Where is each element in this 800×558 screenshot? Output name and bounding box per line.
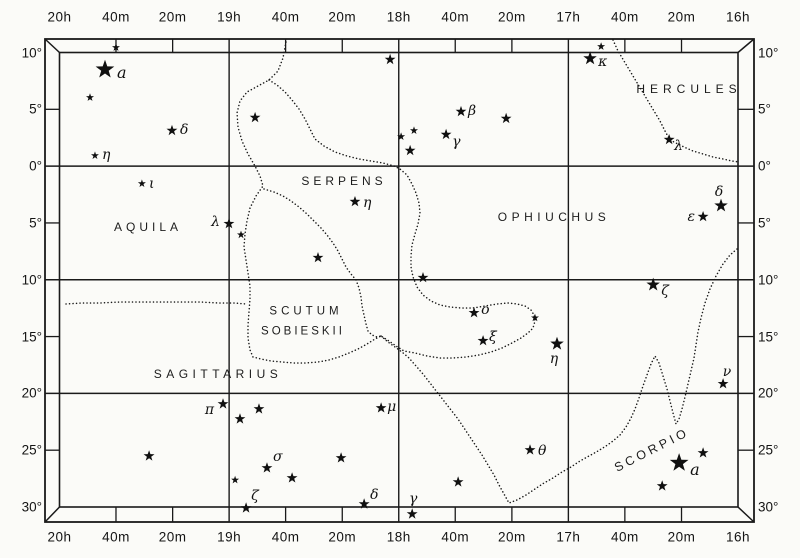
star-glyph [663,134,675,145]
map-frame-miter [737,506,755,523]
map-frame-outer [44,38,755,523]
map-frame-inner [58,51,739,508]
star-glyph [583,51,597,65]
constellation-boundary-ophiuchus-sagittarius-scorpio [380,248,738,504]
star-glyph [240,502,252,513]
star-glyph [384,53,396,65]
star-glyph [249,111,261,123]
star-glyph [531,313,539,322]
map-frame-miter [44,506,61,523]
constellation-boundary-serpens-east-loop [268,79,536,359]
star-glyph [312,252,324,263]
star-glyph [234,413,246,424]
star-glyph [697,447,709,458]
star-glyph [349,196,361,207]
star-glyph [500,112,512,124]
star-glyph [86,93,94,101]
star-glyph [237,230,245,239]
star-glyph [455,105,467,117]
map-frame-miter [737,38,755,54]
star-glyph [261,462,273,473]
star-glyph [477,335,489,346]
star-glyph [440,128,452,140]
star-glyph [717,378,729,389]
star-glyph [697,211,709,222]
star-glyph [95,59,115,78]
star-glyph [452,476,464,487]
star-glyph [231,475,240,484]
star-glyph [166,124,178,136]
star-glyph [335,452,347,463]
star-glyph [646,277,660,291]
star-glyph [358,498,370,509]
constellation-boundary-aquila-sagittarius [65,301,247,305]
star-glyph [286,472,298,483]
star-glyph [253,403,265,414]
constellation-boundary-hercules-ophiuchus [612,39,740,163]
star-glyph [524,444,536,455]
star-glyph [112,43,120,51]
star-glyph [714,198,728,212]
star-glyph [669,453,689,471]
star-glyph [417,272,429,283]
star-glyph [597,42,606,50]
star-glyph [406,508,418,519]
star-glyph [397,132,406,140]
map-frame-miter [44,38,61,54]
star-glyph [404,144,416,156]
star-glyph [217,398,229,409]
star-glyph [656,480,668,491]
constellation-boundary-serpens-west-scutum [236,41,382,364]
star-glyph [550,336,564,350]
star-glyph [91,151,99,159]
star-glyph [375,402,387,413]
star-glyph [468,307,480,318]
star-glyph [223,218,235,229]
star-glyph [137,179,146,187]
constellation-boundary-scutum-east [263,188,382,338]
star-glyph [143,450,155,461]
star-glyph [410,126,418,134]
